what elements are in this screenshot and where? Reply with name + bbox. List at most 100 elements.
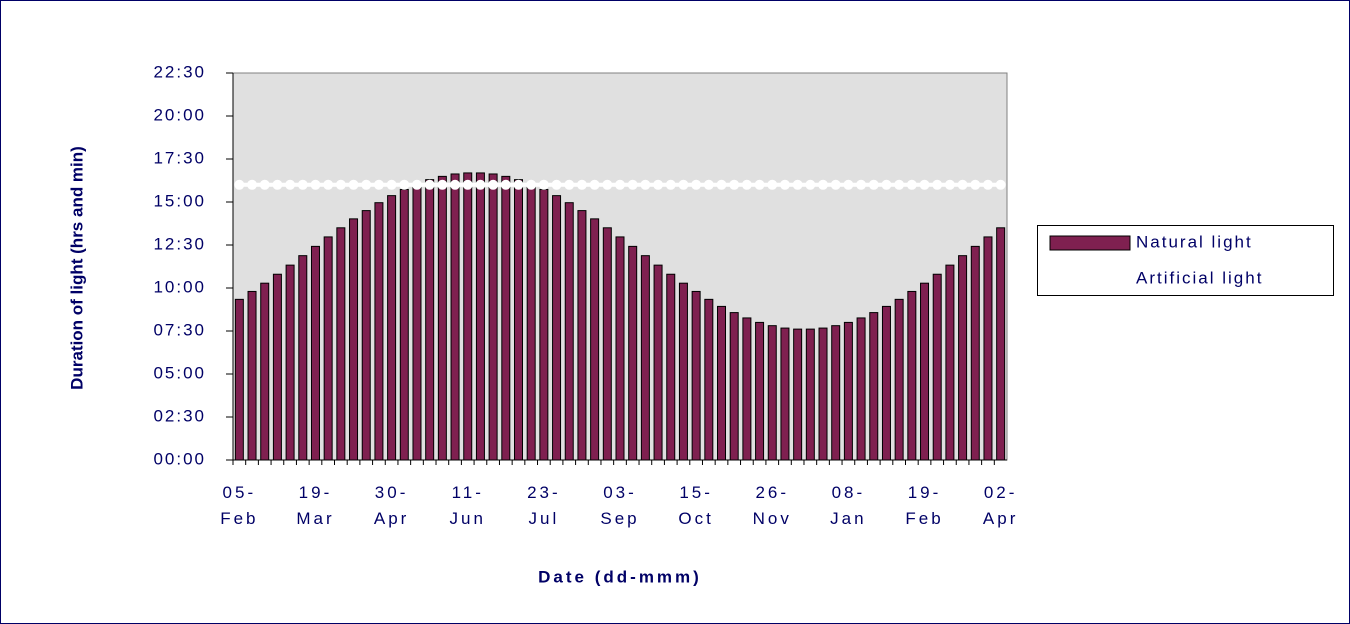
bar — [704, 298, 714, 461]
x-tick-label: 03-Sep — [600, 483, 640, 528]
line-marker — [297, 179, 308, 190]
bar — [526, 183, 536, 461]
line-marker — [602, 179, 613, 190]
bar — [615, 236, 625, 461]
x-tick-label: 19-Mar — [296, 483, 335, 528]
line-marker — [615, 179, 625, 190]
line-marker — [234, 179, 245, 190]
line-marker — [754, 179, 765, 190]
bar — [323, 236, 333, 461]
bar — [805, 328, 815, 461]
bar — [640, 255, 650, 461]
bar — [387, 195, 397, 461]
bar — [399, 188, 409, 461]
y-tick-label: 00:00 — [153, 449, 206, 468]
y-tick-label: 20:00 — [153, 105, 206, 124]
line-marker — [373, 179, 384, 190]
legend-swatch — [1049, 235, 1131, 251]
bar — [501, 175, 511, 461]
line-marker — [818, 179, 829, 190]
bar — [932, 273, 942, 461]
line-marker — [323, 179, 334, 190]
bar — [602, 227, 612, 461]
y-tick-label: 07:30 — [153, 320, 206, 339]
bar — [970, 245, 980, 461]
bar — [260, 282, 270, 461]
line-marker — [995, 179, 1006, 190]
bar — [666, 273, 676, 461]
line-marker — [272, 179, 283, 190]
y-tick-label: 17:30 — [153, 148, 206, 167]
bar — [234, 298, 244, 461]
line-marker — [335, 179, 346, 190]
bar — [780, 327, 790, 461]
line-marker — [526, 179, 537, 190]
bar — [958, 255, 968, 461]
x-tick-label: 05-Feb — [220, 483, 259, 528]
line-marker — [665, 179, 676, 190]
x-tick-label: 08-Jan — [830, 483, 867, 528]
bar — [869, 312, 879, 461]
bar — [907, 290, 917, 461]
x-tick-label: 15-Oct — [678, 483, 714, 528]
line-marker — [982, 179, 993, 190]
line-marker — [944, 179, 955, 190]
line-marker — [957, 179, 968, 190]
line-marker — [932, 179, 943, 190]
bar — [336, 227, 346, 461]
line-marker — [500, 179, 511, 190]
line-marker — [247, 179, 258, 190]
line-marker — [399, 179, 410, 190]
legend-label: Natural light — [1136, 232, 1253, 251]
bar — [475, 172, 485, 461]
line-marker — [830, 179, 841, 190]
legend-swatch — [1085, 274, 1095, 284]
line-marker — [729, 179, 740, 190]
legend-label: Artificial light — [1136, 268, 1263, 287]
line-marker — [856, 179, 867, 190]
bar — [717, 305, 727, 461]
line-marker — [285, 179, 296, 190]
bar — [272, 273, 282, 461]
line-marker — [805, 179, 816, 190]
bar — [564, 202, 574, 461]
bar — [856, 317, 866, 461]
y-tick-label: 02:30 — [153, 406, 206, 425]
bar — [653, 264, 663, 461]
bar — [894, 298, 904, 461]
line-marker — [538, 179, 549, 190]
bar — [945, 264, 955, 461]
x-axis-title: Date (dd-mmm) — [538, 567, 702, 586]
bar — [843, 321, 853, 461]
y-axis-title: Duration of light (hrs and min) — [67, 146, 86, 390]
line-marker — [259, 179, 270, 190]
line-marker — [881, 179, 892, 190]
bar — [996, 227, 1006, 461]
line-marker — [348, 179, 359, 190]
line-marker — [310, 179, 321, 190]
bar — [310, 245, 320, 461]
bar — [628, 245, 638, 461]
line-marker — [576, 179, 587, 190]
line-marker — [640, 179, 651, 190]
y-tick-label: 15:00 — [153, 191, 206, 210]
line-marker — [906, 179, 917, 190]
line-marker — [361, 179, 372, 190]
line-marker — [678, 179, 689, 190]
bar — [552, 195, 562, 461]
line-marker — [411, 179, 422, 190]
line-marker — [488, 179, 499, 190]
line-marker — [627, 179, 638, 190]
bar — [755, 321, 765, 461]
line-marker — [462, 179, 473, 190]
line-marker — [779, 179, 790, 190]
bar — [793, 328, 803, 461]
line-marker — [894, 179, 905, 190]
line-marker — [551, 179, 562, 190]
bar — [298, 255, 308, 461]
bar — [983, 236, 993, 461]
line-marker — [741, 179, 752, 190]
bar — [539, 188, 549, 461]
bar — [691, 290, 701, 461]
